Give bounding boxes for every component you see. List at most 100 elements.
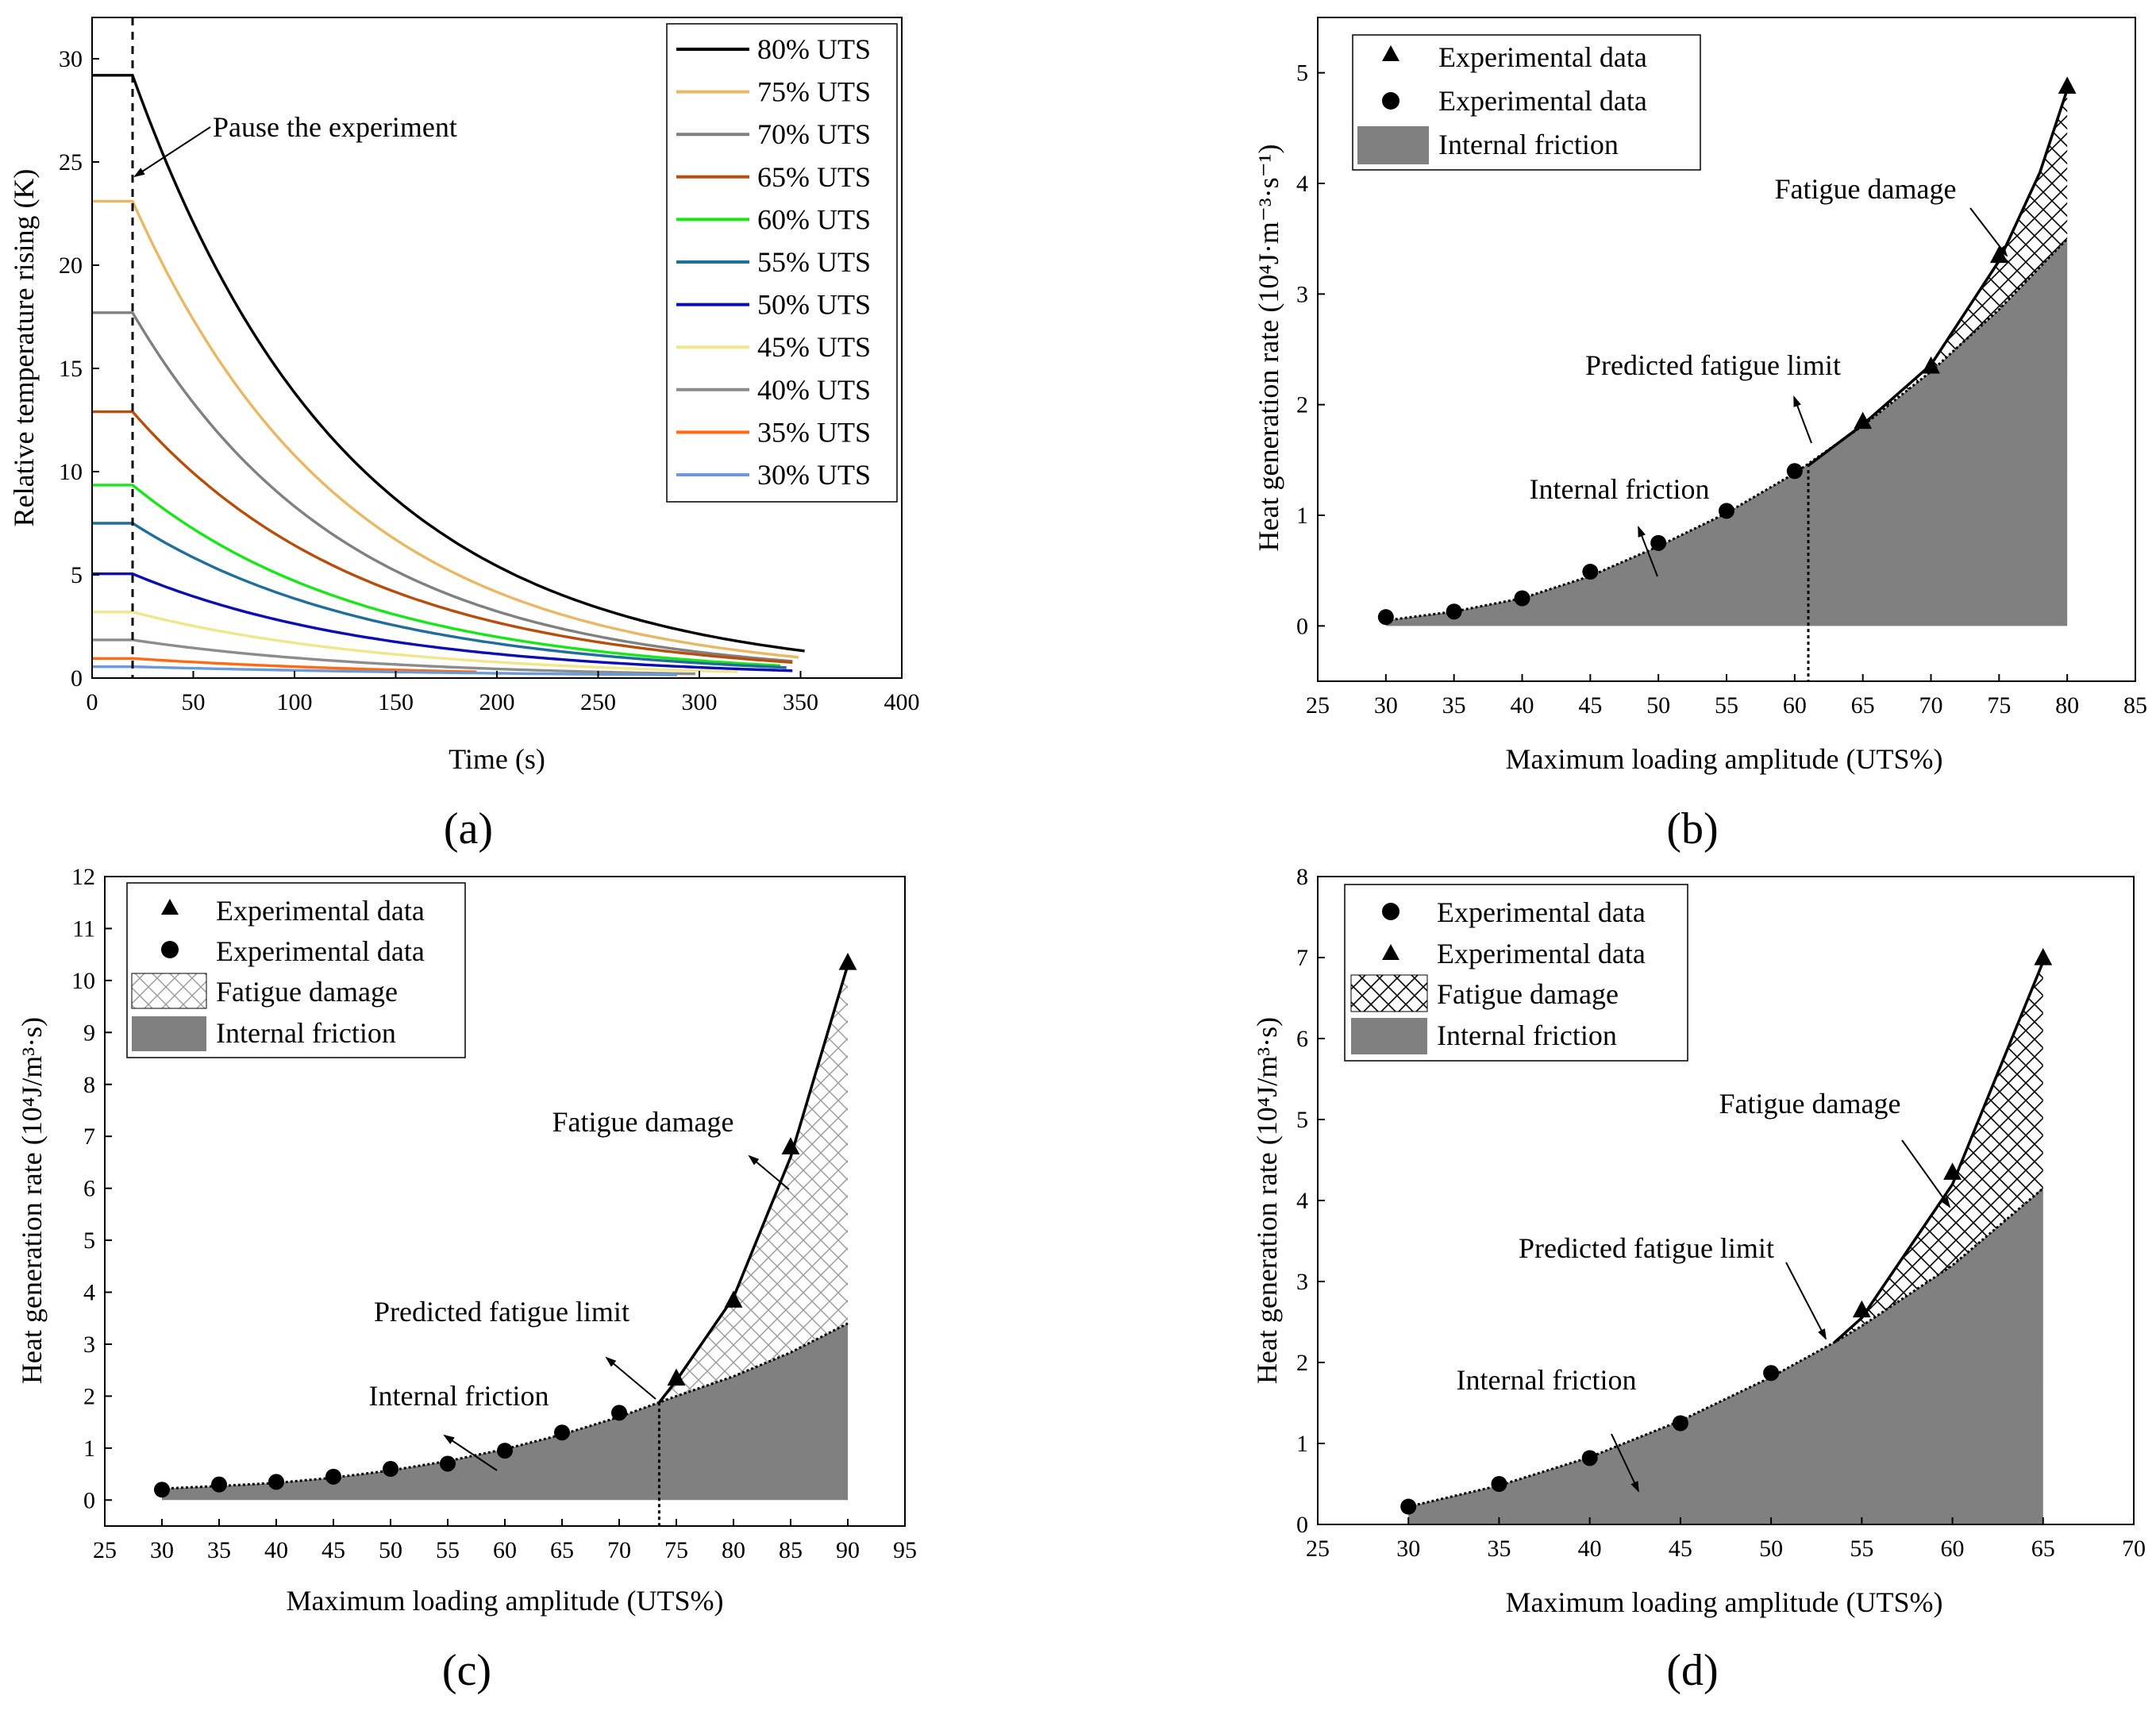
- y-tick-label: 9: [83, 1019, 95, 1046]
- internal-friction-curve: [1385, 237, 2069, 622]
- x-tick-label: 30: [150, 1537, 174, 1563]
- x-axis-label: Time (s): [449, 743, 545, 775]
- experimental-point-triangle: [2034, 948, 2053, 965]
- x-tick-label: 40: [1511, 692, 1534, 719]
- x-tick-label: 70: [2122, 1536, 2146, 1562]
- y-axis-label: Heat generation rate (10⁴J·m⁻³·s⁻¹): [1253, 145, 1284, 552]
- legend-label: 45% UTS: [757, 331, 871, 363]
- y-tick-label: 5: [71, 562, 83, 588]
- y-tick-label: 6: [1296, 1026, 1308, 1052]
- experimental-point-triangle: [781, 1137, 800, 1154]
- experimental-point-triangle: [1922, 356, 1940, 374]
- experimental-point-circle: [1582, 564, 1599, 580]
- annotation-fatigue-damage: Fatigue damage: [552, 1106, 734, 1138]
- series-line: [92, 572, 793, 673]
- annotation-fatigue-damage: Fatigue damage: [1719, 1088, 1901, 1120]
- annotation-arrow: [1611, 1433, 1639, 1493]
- fatigue-damage-area: [1808, 89, 2068, 466]
- experimental-point-circle: [1377, 609, 1394, 626]
- y-tick-label: 8: [83, 1072, 95, 1098]
- y-tick-label: 3: [1296, 281, 1308, 307]
- x-tick-label: 150: [378, 689, 414, 715]
- annotation-arrow: [605, 1356, 656, 1400]
- x-tick-label: 60: [1783, 692, 1807, 719]
- legend-circle-marker: [1382, 92, 1399, 110]
- y-tick-label: 15: [59, 356, 83, 382]
- y-tick-label: 2: [1296, 1350, 1308, 1376]
- y-tick-label: 10: [59, 459, 83, 485]
- series-line: [92, 74, 805, 653]
- y-tick-label: 1: [1296, 503, 1308, 529]
- y-tick-label: 30: [59, 46, 83, 72]
- x-tick-label: 80: [2055, 692, 2079, 719]
- x-tick-label: 100: [277, 689, 313, 715]
- internal-friction-curve: [161, 1322, 849, 1490]
- experimental-point-circle: [1672, 1415, 1688, 1432]
- annotation-arrow: [1785, 1262, 1827, 1340]
- y-tick-label: 4: [1296, 1188, 1308, 1214]
- y-tick-label: 4: [83, 1280, 95, 1306]
- experimental-point-circle: [497, 1443, 513, 1459]
- x-tick-label: 65: [550, 1537, 574, 1563]
- fatigue-damage-area: [659, 965, 848, 1403]
- series-line: [92, 665, 678, 676]
- legend-label: 75% UTS: [757, 76, 871, 108]
- legend-label: 80% UTS: [757, 33, 871, 65]
- experimental-point-circle: [1446, 603, 1462, 620]
- series-line: [92, 311, 793, 663]
- x-tick-label: 85: [779, 1537, 803, 1563]
- axis-ticks: 25 30 35 40 45 50 55 60 65 70 75 80 85 90 950123456789…: [71, 864, 917, 1563]
- y-axis-label: Heat generation rate (10⁴J/m³·s): [1251, 1017, 1283, 1384]
- x-tick-label: 25: [1306, 692, 1330, 719]
- annotation-pause: Pause the experiment: [213, 111, 457, 143]
- experimental-point-circle: [154, 1482, 170, 1498]
- x-tick-label: 200: [479, 689, 515, 715]
- x-tick-label: 75: [664, 1537, 688, 1563]
- experimental-point-circle: [1514, 590, 1530, 607]
- x-tick-label: 95: [893, 1537, 917, 1563]
- y-tick-label: 3: [1296, 1269, 1308, 1295]
- y-tick-label: 5: [83, 1227, 95, 1254]
- experimental-point-circle: [1719, 503, 1734, 519]
- x-tick-label: 35: [1442, 692, 1466, 719]
- x-tick-label: 30: [1396, 1536, 1420, 1562]
- x-tick-label: 55: [436, 1537, 460, 1563]
- legend-triangle-marker: [1382, 944, 1399, 960]
- x-tick-label: 25: [1306, 1536, 1330, 1562]
- experimental-point-triangle: [1943, 1162, 1962, 1180]
- experimental-point-circle: [1650, 534, 1667, 551]
- experimental-point-triangle: [724, 1290, 743, 1308]
- annotation-internal-friction: Internal friction: [1530, 473, 1710, 505]
- x-tick-label: 60: [493, 1537, 517, 1563]
- x-tick-label: 400: [884, 689, 920, 715]
- x-tick-label: 40: [1578, 1536, 1602, 1562]
- legend-swatch-friction: [1351, 1018, 1427, 1054]
- y-tick-label: 4: [1296, 171, 1308, 197]
- panel-label-b: (b): [1666, 804, 1718, 854]
- annotation-arrow: [1901, 1139, 1951, 1208]
- legend-box: [1344, 884, 1688, 1062]
- legend: Experimental data Experimental data Inte…: [1352, 34, 1701, 171]
- y-axis-label: Heat generation rate (10⁴J/m³·s): [16, 1017, 48, 1384]
- legend-label: 55% UTS: [757, 246, 871, 278]
- series-line: [92, 611, 738, 673]
- y-tick-label: 3: [83, 1332, 95, 1358]
- internal-friction-area: [1408, 1188, 2043, 1524]
- legend-swatch-friction: [132, 1016, 206, 1051]
- annotation-fatigue-limit: Predicted fatigue limit: [1585, 349, 1841, 381]
- y-tick-label: 1: [1296, 1431, 1308, 1457]
- x-tick-label: 80: [722, 1537, 745, 1563]
- legend-label: Fatigue damage: [216, 976, 398, 1008]
- legend-swatch-damage: [131, 973, 207, 1009]
- fatigue-damage-area: [1835, 962, 2043, 1343]
- annotation-internal-friction: Internal friction: [1457, 1364, 1637, 1396]
- experimental-point-triangle: [1852, 1300, 1871, 1318]
- legend-label: Internal friction: [216, 1017, 396, 1049]
- x-tick-label: 350: [783, 689, 818, 715]
- y-tick-label: 6: [83, 1176, 95, 1202]
- y-axis-label: Relative temperature rising (K): [8, 169, 40, 527]
- legend-label: Experimental data: [216, 935, 425, 967]
- chart-panel-a: 0 50 100 150 200 250 300 350 400 0 5 10 15 20 25 30 Pau…: [8, 17, 920, 854]
- x-tick-label: 55: [1715, 692, 1738, 719]
